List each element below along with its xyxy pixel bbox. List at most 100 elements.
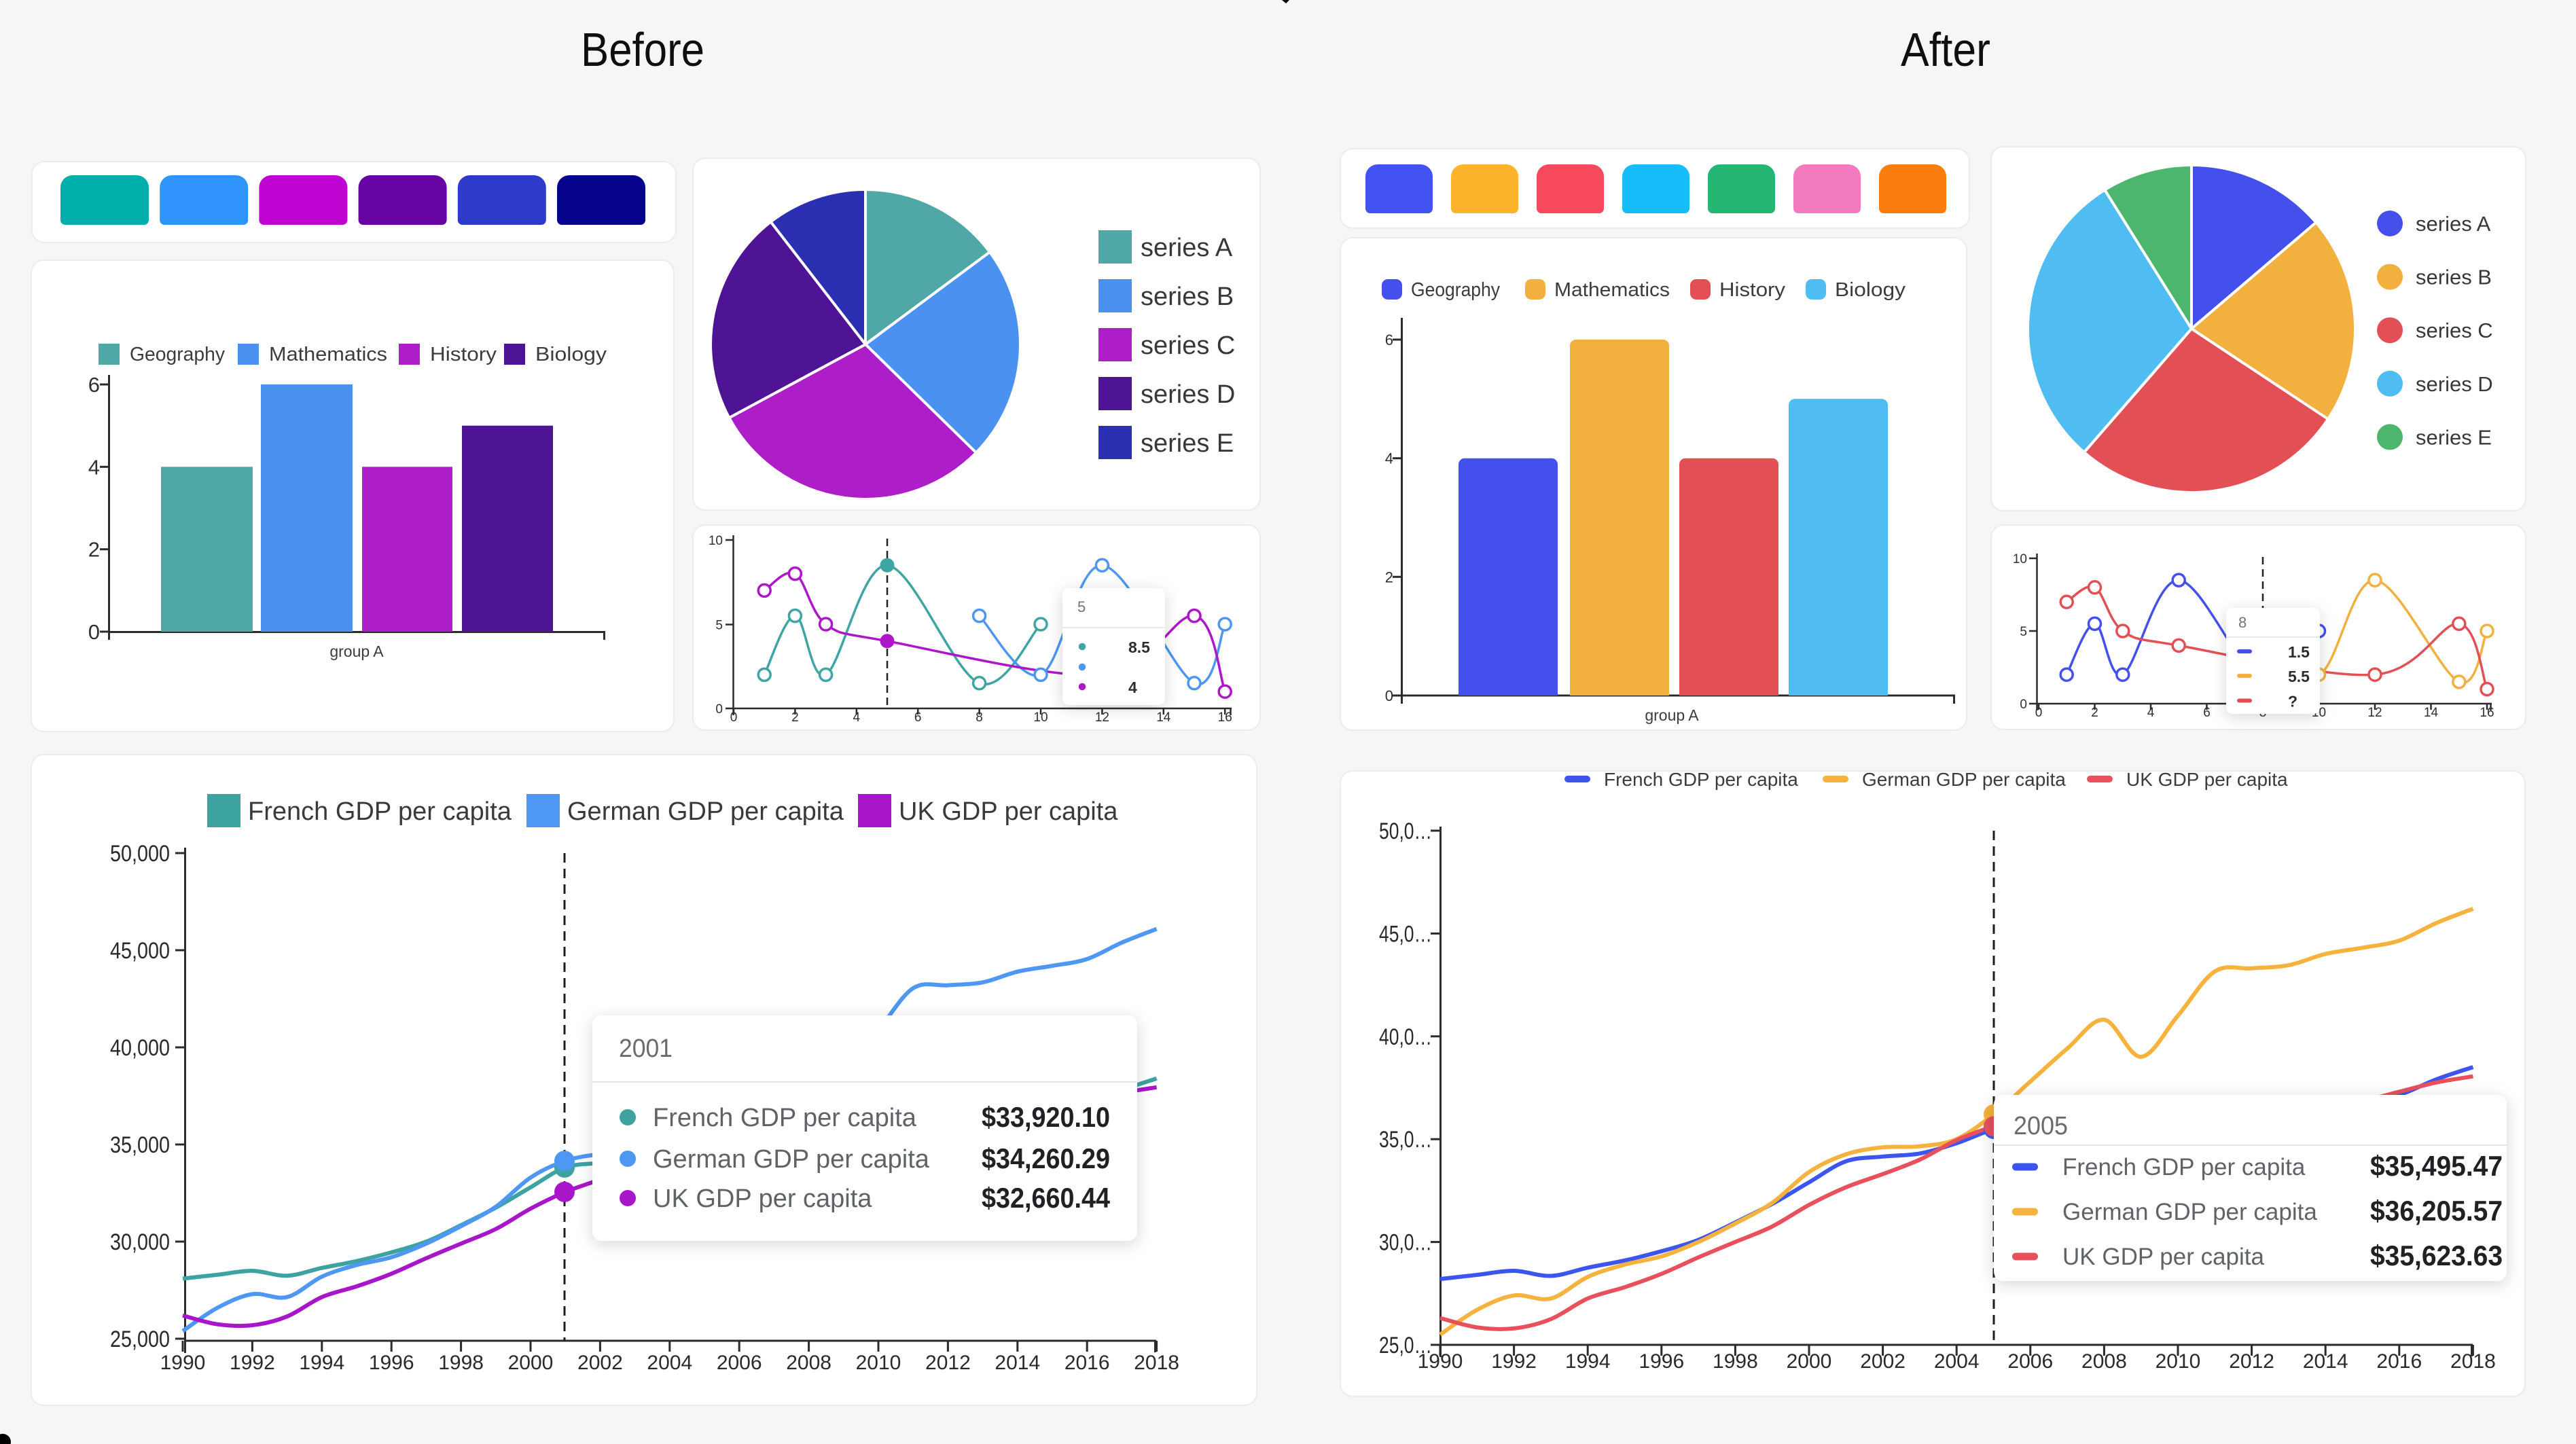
svg-text:16: 16	[1218, 710, 1232, 725]
svg-text:4: 4	[853, 710, 861, 725]
svg-text:Before: Before	[581, 23, 704, 76]
svg-text:10: 10	[1033, 710, 1048, 725]
svg-text:1996: 1996	[369, 1352, 414, 1374]
svg-text:2018: 2018	[2450, 1350, 2496, 1373]
svg-text:After: After	[1901, 23, 1990, 76]
svg-text:40,0…: 40,0…	[1379, 1024, 1432, 1050]
svg-text:0: 0	[2020, 698, 2027, 712]
svg-text:2005: 2005	[2014, 1112, 2068, 1140]
svg-text:series A: series A	[1141, 234, 1233, 262]
svg-text:$33,920.10: $33,920.10	[982, 1101, 1110, 1133]
svg-text:$32,660.44: $32,660.44	[982, 1182, 1111, 1214]
svg-text:2006: 2006	[717, 1352, 762, 1374]
svg-text:14: 14	[1156, 710, 1171, 725]
svg-text:French GDP per capita: French GDP per capita	[653, 1104, 917, 1132]
svg-text:History: History	[1719, 279, 1786, 301]
svg-text:2012: 2012	[2229, 1350, 2274, 1373]
svg-text:German GDP per capita: German GDP per capita	[567, 797, 844, 826]
svg-text:5: 5	[2020, 625, 2027, 639]
svg-text:2014: 2014	[995, 1352, 1040, 1374]
svg-text:2010: 2010	[856, 1352, 901, 1374]
svg-text:2: 2	[1385, 568, 1393, 585]
svg-text:0: 0	[2035, 706, 2043, 720]
svg-text:group A: group A	[1645, 706, 1699, 724]
svg-text:1996: 1996	[1639, 1350, 1684, 1373]
svg-text:UK GDP per capita: UK GDP per capita	[653, 1185, 872, 1213]
svg-text:8: 8	[976, 710, 983, 725]
svg-text:2016: 2016	[2376, 1350, 2422, 1373]
svg-text:$35,495.47: $35,495.47	[2370, 1150, 2503, 1182]
svg-text:6: 6	[2203, 706, 2211, 720]
svg-text:French GDP per capita: French GDP per capita	[2062, 1154, 2306, 1180]
svg-text:Geography: Geography	[130, 344, 225, 365]
svg-text:Geography: Geography	[1411, 279, 1500, 301]
svg-text:5.5: 5.5	[2288, 668, 2310, 685]
svg-text:6: 6	[914, 710, 922, 725]
svg-text:Mathematics: Mathematics	[1554, 279, 1670, 301]
svg-text:1992: 1992	[230, 1352, 275, 1374]
svg-text:2000: 2000	[508, 1352, 554, 1374]
svg-text:?: ?	[2288, 693, 2297, 710]
svg-text:2018: 2018	[1134, 1352, 1179, 1374]
svg-text:Biology: Biology	[1835, 279, 1906, 301]
svg-text:Mathematics: Mathematics	[269, 344, 387, 365]
svg-text:$34,260.29: $34,260.29	[982, 1142, 1110, 1174]
svg-text:series A: series A	[2416, 212, 2491, 236]
svg-text:French GDP per capita: French GDP per capita	[1604, 769, 1798, 790]
svg-text:$35,623.63: $35,623.63	[2370, 1240, 2503, 1271]
svg-text:2016: 2016	[1065, 1352, 1110, 1374]
svg-text:series B: series B	[1141, 283, 1234, 311]
svg-text:8: 8	[2238, 614, 2247, 631]
svg-text:6: 6	[1385, 331, 1393, 348]
svg-text:2004: 2004	[647, 1352, 692, 1374]
svg-text:French GDP per capita: French GDP per capita	[248, 797, 512, 826]
svg-text:1998: 1998	[438, 1352, 484, 1374]
svg-text:group A: group A	[329, 643, 384, 660]
svg-text:0: 0	[730, 710, 738, 725]
svg-text:UK GDP per capita: UK GDP per capita	[2126, 769, 2288, 790]
svg-text:10: 10	[2013, 552, 2027, 566]
svg-text:12: 12	[1095, 710, 1109, 725]
svg-text:6: 6	[88, 373, 100, 397]
svg-text:2000: 2000	[1787, 1350, 1832, 1373]
svg-text:0: 0	[715, 702, 723, 717]
svg-text:0: 0	[1385, 687, 1393, 704]
svg-text:25,000: 25,000	[110, 1326, 170, 1352]
svg-text:2002: 2002	[1860, 1350, 1906, 1373]
svg-text:8.5: 8.5	[1128, 638, 1150, 656]
svg-text:series C: series C	[2416, 319, 2493, 342]
svg-text:UK GDP per capita: UK GDP per capita	[2062, 1244, 2265, 1270]
svg-text:1990: 1990	[160, 1352, 206, 1374]
svg-text:series E: series E	[2416, 425, 2492, 449]
svg-text:Biology: Biology	[535, 344, 607, 365]
svg-text:2014: 2014	[2303, 1350, 2348, 1373]
svg-text:35,0…: 35,0…	[1379, 1127, 1432, 1153]
svg-text:German GDP per capita: German GDP per capita	[653, 1145, 930, 1174]
svg-text:German GDP per capita: German GDP per capita	[1862, 769, 2066, 790]
svg-text:4: 4	[88, 455, 100, 479]
svg-text:1998: 1998	[1713, 1350, 1758, 1373]
svg-text:2: 2	[791, 710, 799, 725]
svg-text:series B: series B	[2416, 266, 2492, 289]
svg-text:2008: 2008	[2081, 1350, 2127, 1373]
svg-text:4: 4	[1385, 450, 1393, 467]
svg-text:12: 12	[2367, 706, 2382, 720]
svg-text:30,0…: 30,0…	[1379, 1230, 1432, 1256]
svg-text:History: History	[430, 344, 497, 365]
svg-text:25,0…: 25,0…	[1379, 1333, 1432, 1358]
svg-text:45,000: 45,000	[110, 938, 170, 964]
svg-text:1994: 1994	[299, 1352, 344, 1374]
svg-text:2004: 2004	[1934, 1350, 1980, 1373]
svg-text:2008: 2008	[786, 1352, 831, 1374]
svg-text:30,000: 30,000	[110, 1229, 170, 1255]
svg-text:2002: 2002	[577, 1352, 623, 1374]
svg-text:4: 4	[2147, 706, 2155, 720]
svg-text:4: 4	[1128, 679, 1137, 696]
svg-text:0: 0	[88, 620, 100, 644]
svg-text:2001: 2001	[619, 1034, 673, 1063]
svg-text:UK GDP per capita: UK GDP per capita	[899, 797, 1118, 826]
svg-text:1990: 1990	[1418, 1350, 1463, 1373]
svg-text:40,000: 40,000	[110, 1035, 170, 1061]
svg-text:5: 5	[1077, 598, 1086, 615]
svg-text:1992: 1992	[1491, 1350, 1537, 1373]
